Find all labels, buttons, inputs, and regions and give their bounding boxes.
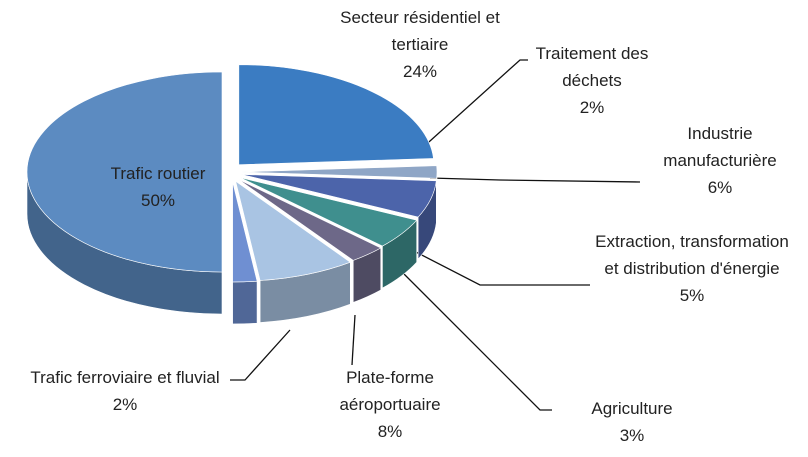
slice	[241, 165, 438, 179]
category-label: Plate-forme aéroportuaire	[339, 368, 441, 414]
value-label: 3%	[619, 426, 645, 445]
slice-label: Secteur résidentiel et tertiaire 24%	[315, 4, 525, 85]
slice-label: Plate-forme aéroportuaire 8%	[305, 364, 475, 445]
leader-line	[351, 314, 356, 366]
slice-label: Trafic routier 50%	[83, 160, 233, 214]
value-label: 50%	[140, 191, 176, 210]
value-label: 2%	[579, 98, 605, 117]
category-label: Industrie manufacturière	[663, 124, 777, 170]
slice	[241, 174, 437, 218]
leader-lines	[230, 59, 641, 411]
slice-sides	[26, 171, 438, 325]
slice	[238, 64, 434, 166]
category-label: Agriculture	[591, 399, 673, 418]
slice	[240, 177, 418, 247]
category-label: Secteur résidentiel et tertiaire	[340, 8, 500, 54]
value-label: 6%	[707, 178, 733, 197]
slice-label: Traitement des déchets 2%	[517, 40, 667, 121]
slice-label: Agriculture 3%	[562, 395, 702, 449]
slice	[238, 179, 382, 261]
slice	[235, 180, 351, 281]
leader-line	[399, 269, 552, 411]
slice-label: Extraction, transformation et distributi…	[592, 228, 792, 309]
slice-label: Trafic ferroviaire et fluvial 2%	[5, 364, 245, 418]
slice-label: Industrie manufacturière 6%	[633, 120, 808, 201]
slice	[232, 181, 258, 283]
slice	[26, 71, 223, 273]
leader-line	[230, 329, 291, 381]
category-label: Extraction, transformation et distributi…	[595, 232, 789, 278]
category-label: Trafic routier	[110, 164, 206, 183]
value-label: 2%	[112, 395, 138, 414]
value-label: 5%	[679, 286, 705, 305]
leader-line	[411, 249, 590, 286]
leader-line	[419, 59, 528, 151]
category-label: Traitement des déchets	[535, 44, 649, 90]
leader-line	[429, 177, 641, 183]
value-label: 8%	[377, 422, 403, 441]
value-label: 24%	[402, 62, 438, 81]
category-label: Trafic ferroviaire et fluvial	[30, 368, 220, 387]
slice-side	[232, 280, 258, 325]
slice-tops	[26, 64, 438, 283]
